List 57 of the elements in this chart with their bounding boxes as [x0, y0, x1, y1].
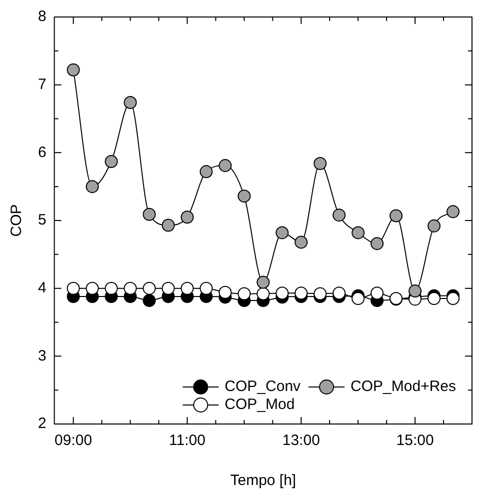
- point: [180, 210, 194, 224]
- x-tick-label: 13:00: [282, 432, 320, 450]
- y-tick-label: 6: [38, 144, 46, 161]
- point: [352, 226, 365, 240]
- point: [408, 284, 422, 298]
- legend-label: COP_Conv: [224, 378, 302, 396]
- point: [142, 282, 156, 295]
- point: [276, 286, 289, 300]
- x-axis-title: Tempo [h]: [230, 472, 296, 490]
- point: [314, 287, 327, 300]
- point: [86, 180, 99, 194]
- point: [256, 276, 270, 289]
- point: [428, 292, 441, 306]
- point: [162, 218, 175, 232]
- point: [238, 287, 251, 300]
- point: [124, 282, 137, 295]
- point: [218, 286, 232, 299]
- y-tick-label: 8: [38, 8, 46, 26]
- point: [256, 287, 270, 300]
- x-tick-label: 11:00: [169, 432, 206, 450]
- y-tick-label: 4: [38, 279, 46, 296]
- point: [332, 208, 346, 222]
- point: [390, 209, 403, 222]
- point: [142, 208, 156, 221]
- point: [294, 236, 308, 249]
- point: [276, 226, 289, 240]
- point: [66, 63, 80, 76]
- y-tick-label: 3: [38, 347, 46, 364]
- point: [238, 190, 251, 203]
- legend-label: COP_Mod: [224, 396, 295, 414]
- y-axis-title: COP: [8, 204, 26, 237]
- point: [314, 157, 327, 170]
- point: [370, 286, 384, 300]
- point: [200, 282, 213, 295]
- point: [218, 159, 232, 172]
- point: [370, 237, 384, 250]
- point: [104, 154, 118, 168]
- y-tick-label: 7: [38, 76, 46, 93]
- point: [162, 282, 175, 295]
- point: [66, 282, 80, 295]
- legend-label: COP_Mod+Res: [350, 378, 456, 396]
- point: [86, 282, 99, 295]
- point: [104, 282, 118, 295]
- point: [446, 292, 460, 306]
- point: [428, 219, 441, 232]
- point: [352, 292, 365, 306]
- point: [200, 165, 213, 178]
- y-tick-label: 2: [38, 415, 46, 432]
- point: [294, 286, 308, 300]
- y-tick-label: 5: [38, 212, 46, 229]
- point: [180, 282, 194, 295]
- point: [446, 205, 460, 218]
- point: [332, 286, 346, 300]
- x-tick-label: 15:00: [396, 432, 434, 450]
- point: [124, 96, 137, 109]
- point: [142, 294, 156, 308]
- x-tick-label: 09:00: [54, 432, 92, 450]
